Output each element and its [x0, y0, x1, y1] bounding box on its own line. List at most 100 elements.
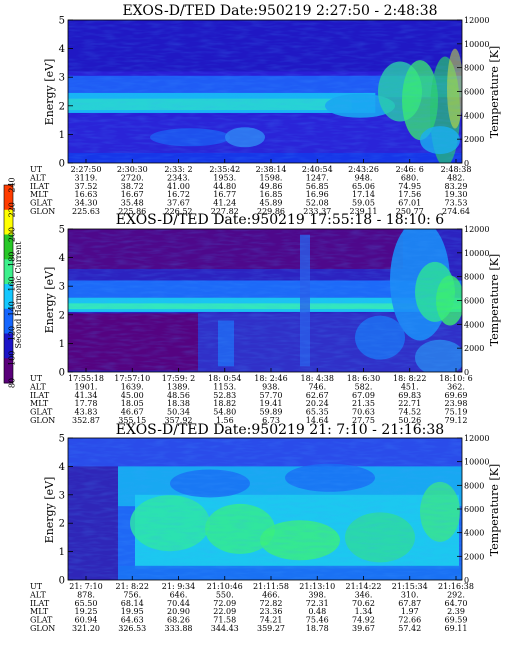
row-value: 57.70	[260, 391, 283, 400]
row-value: 35.48	[121, 199, 144, 208]
row-label: UT	[30, 374, 43, 383]
row-value: 20.90	[167, 607, 190, 616]
row-value: 22.09	[213, 607, 236, 616]
row-value: 398.	[308, 590, 326, 599]
row-value: 333.88	[165, 624, 193, 633]
row-value: 48.56	[167, 391, 190, 400]
spectrogram-image	[68, 20, 462, 163]
row-value: 2720.	[121, 173, 144, 182]
row-label: GLON	[30, 416, 55, 425]
row-value: 37.67	[167, 199, 190, 208]
row-value: 17:57:10	[114, 374, 150, 383]
row-value: 2:30:30	[117, 165, 148, 174]
y2tick-label: 10000	[464, 249, 489, 258]
colorbar-tick-label: 140	[8, 301, 17, 316]
row-value: 69.11	[445, 624, 468, 633]
row-value: 23.98	[445, 399, 468, 408]
row-value: 16.63	[75, 190, 98, 199]
row-value: 67.01	[398, 199, 421, 208]
row-value: 50.26	[398, 416, 421, 425]
colorbar-tick-label: 100	[8, 351, 17, 366]
y2tick-label: 10000	[464, 40, 489, 49]
row-value: 1247.	[306, 173, 329, 182]
panel-1-ylabel: Energy [eV]	[43, 59, 56, 126]
row-value: 21: 9:34	[162, 582, 195, 591]
row-value: 43.83	[75, 408, 98, 417]
colorbar-tick-label: 80	[8, 378, 17, 388]
spectrogram-panel-1: EXOS-D/TED Date:950219 2:27:50 - 2:48:38…	[29, 3, 501, 216]
ytick-label: 0	[59, 368, 65, 379]
panel-2-title: EXOS-D/TED Date:950219 17:55:18 - 18:10:…	[116, 212, 445, 228]
row-value: 326.53	[118, 624, 146, 633]
panel-1-plot-area: 0 1 2 3 4 5 0 2000 4000 6000 8000 10000 12000 UT 2:27:…	[29, 16, 489, 217]
row-value: 746.	[308, 382, 326, 391]
row-value: 14.64	[306, 416, 329, 425]
row-value: 41.34	[75, 391, 98, 400]
row-value: 65.35	[306, 408, 329, 417]
row-value: 69.69	[445, 391, 468, 400]
y2tick-label: 8000	[464, 481, 484, 490]
row-value: 41.24	[213, 199, 236, 208]
spectrogram-panel-2: EXOS-D/TED Date:950219 17:55:18 - 18:10:…	[29, 212, 501, 425]
panel-3-plot-area: 0 1 2 3 4 5 0 2000 4000 6000 8000 10000 12000 UT 21: 7…	[29, 434, 489, 634]
row-value: 49.86	[260, 182, 283, 191]
row-value: 27.75	[352, 416, 375, 425]
ytick-label: 0	[59, 159, 65, 170]
panel-2-plot-area: 0 1 2 3 4 5 0 2000 4000 6000 8000 10000 12000 UT 17:55…	[29, 225, 489, 426]
row-value: 1.56	[216, 416, 234, 425]
y2tick-label: 12000	[464, 434, 489, 443]
row-value: 34.30	[75, 199, 98, 208]
colorbar-swatch	[4, 209, 13, 235]
row-value: 2:43:26	[348, 165, 379, 174]
row-value: 878.	[77, 590, 95, 599]
row-value: 45.89	[260, 199, 283, 208]
row-value: 70.63	[352, 408, 375, 417]
row-value: 1953.	[213, 173, 236, 182]
y2tick-label: 0	[464, 159, 469, 168]
row-value: 60.94	[75, 616, 98, 625]
row-value: 72.66	[398, 616, 421, 625]
row-value: 357.92	[165, 416, 193, 425]
colorbar-label: Second Harmonic Current	[14, 241, 23, 349]
row-label: ILAT	[30, 391, 50, 400]
row-value: 41.00	[167, 182, 190, 191]
row-label: MLT	[30, 399, 49, 408]
row-value: 62.67	[306, 391, 329, 400]
colorbar-frame	[3, 184, 14, 384]
row-value: 59.89	[260, 408, 283, 417]
row-value: 21:10:46	[207, 582, 243, 591]
row-value: 292.	[447, 590, 465, 599]
row-label: ALT	[29, 173, 46, 182]
row-value: 2.39	[447, 607, 465, 616]
row-value: 17:59: 2	[162, 374, 195, 383]
row-value: 344.43	[211, 624, 239, 633]
row-value: 2:35:42	[209, 165, 240, 174]
row-value: 3119.	[75, 173, 98, 182]
row-value: 2:27:50	[71, 165, 102, 174]
y2tick-label: 10000	[464, 458, 489, 467]
row-value: 57.42	[398, 624, 421, 633]
row-value: 21.35	[352, 399, 375, 408]
row-value: 64.63	[121, 616, 144, 625]
colorbar-tick-label: 200	[8, 227, 17, 242]
row-value: 646.	[170, 590, 188, 599]
row-value: 948.	[355, 173, 373, 182]
row-value: 225.86	[118, 207, 146, 216]
row-value: 225.63	[72, 207, 100, 216]
row-value: 74.92	[352, 616, 375, 625]
y2tick-label: 4000	[464, 529, 484, 538]
row-value: 21:15:34	[392, 582, 428, 591]
row-value: 79.12	[445, 416, 468, 425]
row-value: 451.	[401, 382, 419, 391]
colorbar-swatch	[4, 259, 13, 285]
row-value: 346.	[355, 590, 373, 599]
row-value: 71.58	[213, 616, 236, 625]
row-value: 44.80	[213, 182, 236, 191]
row-value: 2:38:14	[256, 165, 287, 174]
y2tick-label: 2000	[464, 135, 484, 144]
row-value: 1.97	[401, 607, 419, 616]
row-value: 18: 4:38	[301, 374, 334, 383]
colorbar-tick-label: 240	[8, 177, 17, 192]
row-value: 18: 6:30	[347, 374, 380, 383]
